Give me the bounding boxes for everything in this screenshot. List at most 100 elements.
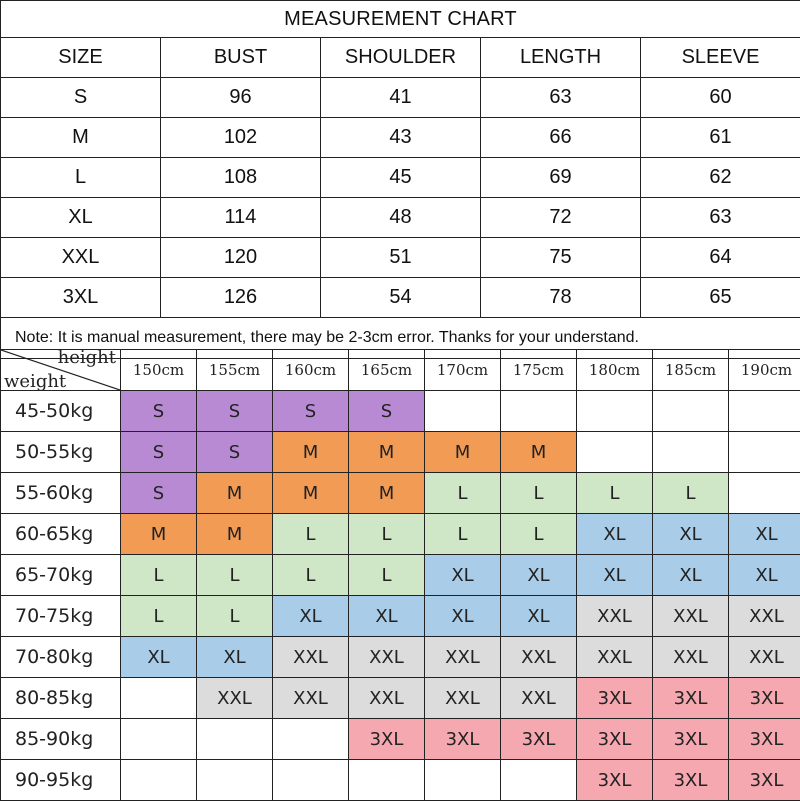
height-header-cell: 180cm [577, 350, 653, 391]
size-cell: XXL [577, 637, 653, 678]
empty-size-cell [121, 678, 197, 719]
measurement-cell-shoulder: 54 [321, 278, 481, 318]
measurement-cell-length: 63 [481, 78, 641, 118]
size-cell: 3XL [653, 678, 729, 719]
empty-size-cell [729, 473, 800, 514]
size-cell: XXL [653, 637, 729, 678]
header-sleeve: SLEEVE [641, 38, 800, 78]
size-cell: XXL [349, 678, 425, 719]
empty-size-cell [729, 391, 800, 432]
weight-label: 90-95kg [1, 760, 121, 801]
empty-size-cell [273, 719, 349, 760]
weight-label: 70-80kg [1, 637, 121, 678]
size-cell: XL [121, 637, 197, 678]
size-cell: L [349, 514, 425, 555]
size-cell: L [273, 514, 349, 555]
size-cell: M [273, 473, 349, 514]
size-cell: M [197, 473, 273, 514]
size-cell: XL [197, 637, 273, 678]
size-cell: M [197, 514, 273, 555]
size-cell: XXL [273, 678, 349, 719]
size-cell: L [425, 514, 501, 555]
header-size: SIZE [1, 38, 161, 78]
measurement-cell-bust: 108 [161, 158, 321, 198]
size-cell: M [501, 432, 577, 473]
size-cell: 3XL [653, 719, 729, 760]
size-cell: XXL [197, 678, 273, 719]
size-cell: L [501, 473, 577, 514]
size-cell: XL [349, 596, 425, 637]
measurement-cell-bust: 126 [161, 278, 321, 318]
weight-label: 50-55kg [1, 432, 121, 473]
size-cell: L [121, 555, 197, 596]
size-cell: XXL [349, 637, 425, 678]
empty-size-cell [729, 432, 800, 473]
measurement-cell-sleeve: 63 [641, 198, 800, 238]
height-header-cell: 160cm [273, 350, 349, 391]
size-cell: XXL [425, 637, 501, 678]
empty-size-cell [121, 719, 197, 760]
size-cell: XL [653, 555, 729, 596]
weight-label: 70-75kg [1, 596, 121, 637]
measurement-chart-body: MEASUREMENT CHART SIZE BUST SHOULDER LEN… [1, 1, 800, 359]
measurement-cell-size: 3XL [1, 278, 161, 318]
weight-label: 85-90kg [1, 719, 121, 760]
corner-cell: height weight [1, 350, 121, 391]
empty-size-cell [653, 391, 729, 432]
size-cell: L [121, 596, 197, 637]
measurement-chart-table: MEASUREMENT CHART SIZE BUST SHOULDER LEN… [0, 0, 800, 359]
size-cell: XL [653, 514, 729, 555]
size-cell: L [577, 473, 653, 514]
size-cell: M [349, 473, 425, 514]
size-cell: 3XL [729, 678, 800, 719]
height-header-cell: 190cm [729, 350, 800, 391]
size-cell: XL [501, 596, 577, 637]
size-cell: XXL [501, 637, 577, 678]
size-cell: XL [729, 514, 800, 555]
measurement-cell-size: M [1, 118, 161, 158]
size-cell: XL [501, 555, 577, 596]
measurement-cell-bust: 114 [161, 198, 321, 238]
size-cell: 3XL [577, 719, 653, 760]
empty-size-cell [653, 432, 729, 473]
empty-size-cell [273, 760, 349, 801]
size-cell: S [197, 432, 273, 473]
height-header-cell: 185cm [653, 350, 729, 391]
measurement-chart-title: MEASUREMENT CHART [1, 1, 800, 38]
size-cell: XXL [577, 596, 653, 637]
size-cell: XXL [273, 637, 349, 678]
measurement-cell-length: 69 [481, 158, 641, 198]
empty-size-cell [197, 760, 273, 801]
size-cell: 3XL [653, 760, 729, 801]
size-cell: XL [425, 596, 501, 637]
measurement-header-row: SIZE BUST SHOULDER LENGTH SLEEVE [1, 38, 800, 78]
size-cell: S [121, 432, 197, 473]
size-cell: S [121, 473, 197, 514]
weight-label: 45-50kg [1, 391, 121, 432]
empty-size-cell [501, 760, 577, 801]
height-header-cell: 155cm [197, 350, 273, 391]
size-cell: L [197, 596, 273, 637]
measurement-cell-sleeve: 60 [641, 78, 800, 118]
empty-size-cell [425, 391, 501, 432]
weight-axis-label: weight [4, 371, 66, 391]
measurement-cell-shoulder: 51 [321, 238, 481, 278]
empty-size-cell [577, 391, 653, 432]
measurement-cell-shoulder: 48 [321, 198, 481, 238]
measurement-cell-length: 75 [481, 238, 641, 278]
size-cell: XL [729, 555, 800, 596]
size-cell: S [121, 391, 197, 432]
size-cell: XXL [729, 596, 800, 637]
